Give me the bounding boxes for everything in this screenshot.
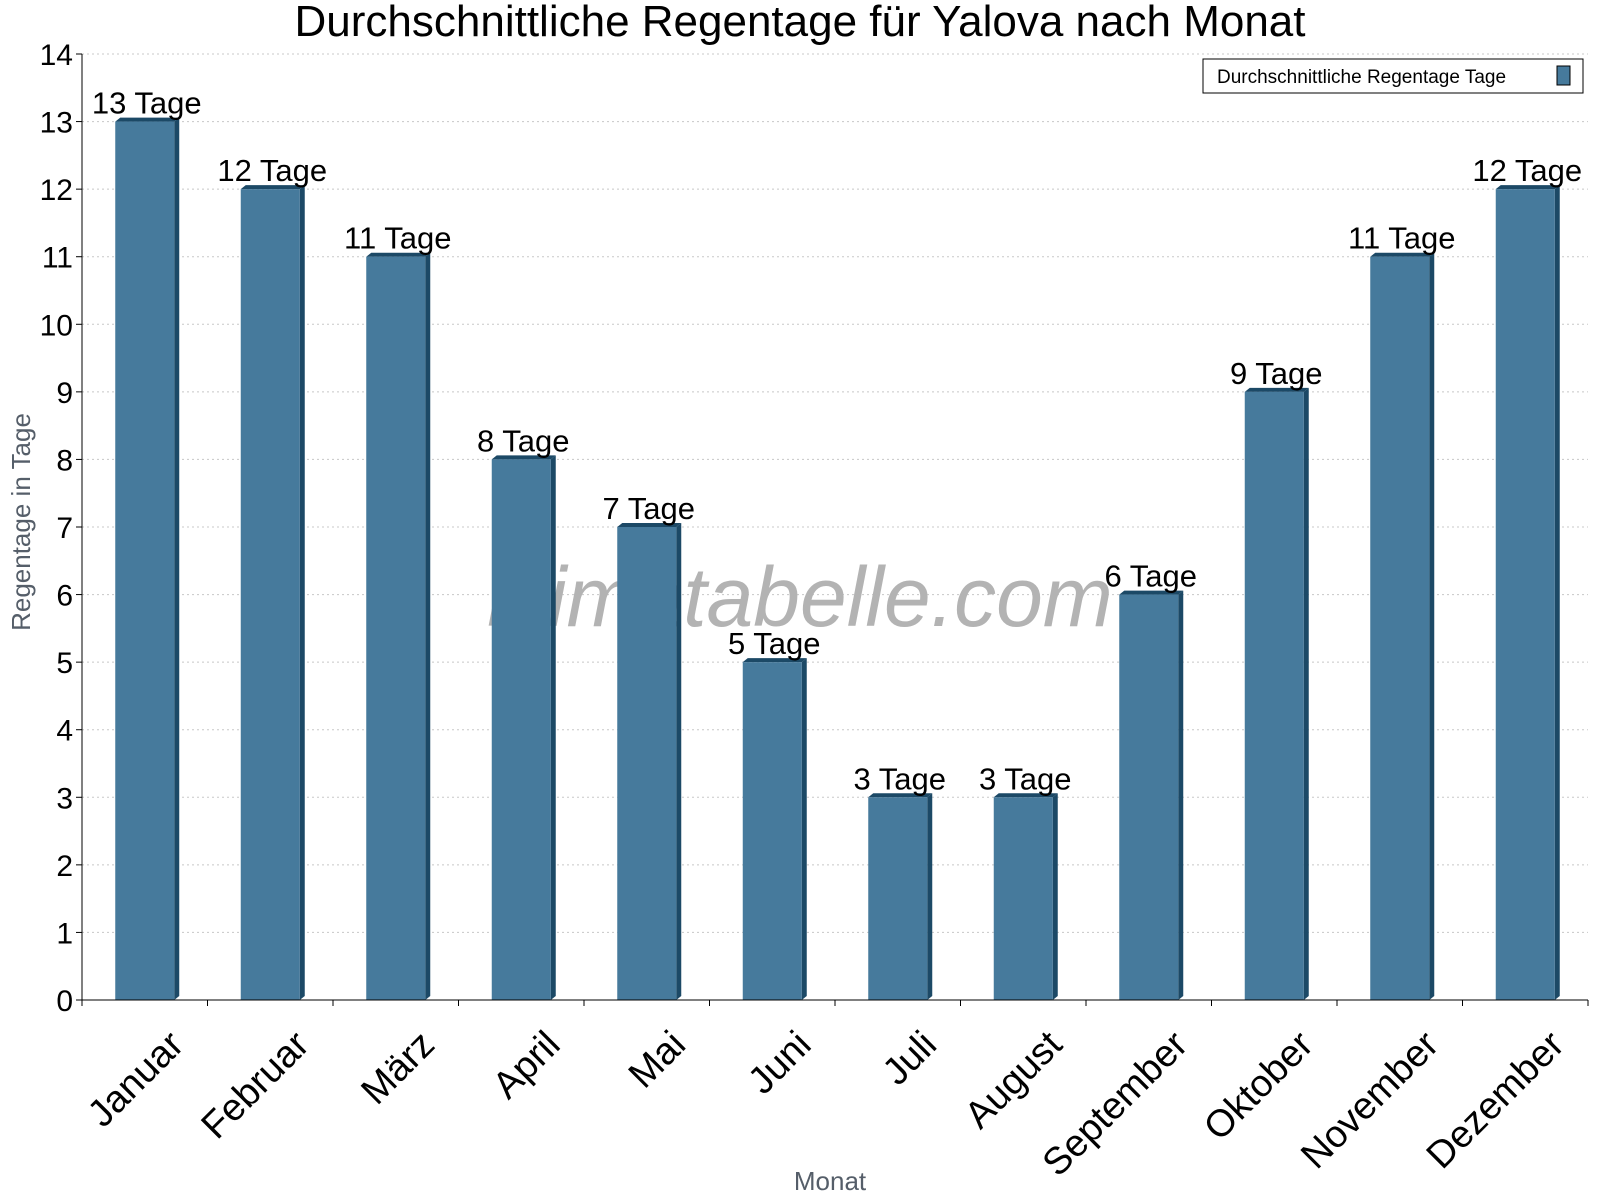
legend: Durchschnittliche Regentage Tage <box>1202 58 1584 94</box>
bar-top <box>115 117 180 122</box>
x-tick-label: Juli <box>875 1024 945 1094</box>
y-tick-label: 3 <box>56 782 73 815</box>
y-tick-label: 5 <box>56 647 73 680</box>
y-tick-label: 13 <box>40 107 73 140</box>
x-tick-label: Januar <box>80 1023 192 1135</box>
data-label: 7 Tage <box>602 491 695 526</box>
x-tick-label: März <box>354 1024 443 1113</box>
bar <box>115 121 175 1001</box>
bar-side <box>1052 793 1058 1000</box>
bar-side <box>550 455 556 1000</box>
y-tick-label: 2 <box>56 850 73 883</box>
legend-label: Durchschnittliche Regentage Tage <box>1217 67 1506 88</box>
x-tick-label: Juni <box>740 1024 819 1103</box>
bar <box>742 662 802 1000</box>
bar-top <box>1244 387 1309 392</box>
data-label: 5 Tage <box>728 626 821 661</box>
data-label: 12 Tage <box>217 153 327 188</box>
bar-top <box>1495 185 1560 190</box>
data-labels: 13 Tage 12 Tage 11 Tage 8 Tage 7 Tage 5 Tage 3… <box>92 86 1582 797</box>
bar <box>491 459 551 1000</box>
bar-top <box>240 185 305 190</box>
y-tick-label: 1 <box>56 917 73 950</box>
x-axis-title: Monat <box>794 1166 867 1196</box>
bar-top <box>868 793 933 798</box>
y-tick-label: 8 <box>56 444 73 477</box>
bar-side <box>299 185 305 1001</box>
y-tick-label: 7 <box>56 512 73 545</box>
data-label: 8 Tage <box>477 423 570 458</box>
bar <box>1119 594 1179 1000</box>
bar <box>868 797 928 1000</box>
data-label: 9 Tage <box>1230 356 1323 391</box>
bar-side <box>1178 590 1184 1000</box>
bar <box>993 797 1053 1000</box>
y-tick-label: 11 <box>42 242 73 275</box>
bar <box>1495 189 1555 1001</box>
bar <box>366 256 426 1000</box>
bar-top <box>617 523 682 527</box>
chart-title: Durchschnittliche Regentage für Yalova n… <box>295 0 1306 46</box>
y-tick-label: 12 <box>40 174 73 207</box>
bar <box>617 527 677 1000</box>
x-tick-label: Februar <box>194 1023 318 1147</box>
bar <box>1370 256 1430 1000</box>
bar-top <box>742 658 807 663</box>
data-label: 11 Tage <box>344 221 451 256</box>
bar-side <box>801 658 807 1000</box>
grid-lines <box>82 53 1588 933</box>
bar <box>1244 391 1304 1000</box>
legend-box <box>1202 58 1584 94</box>
data-label: 12 Tage <box>1472 153 1582 188</box>
data-label: 3 Tage <box>979 761 1072 796</box>
x-tick-label: Dezember <box>1419 1023 1573 1177</box>
bar-top <box>1119 590 1184 595</box>
y-tick-label: 0 <box>56 985 73 1018</box>
bar-side <box>1554 185 1560 1001</box>
bar-side <box>1303 387 1309 1000</box>
x-tick-label: Oktober <box>1196 1023 1322 1149</box>
bar <box>240 189 300 1001</box>
watermark-group: klimatabelle.com <box>487 550 1113 644</box>
y-tick-label: 6 <box>56 580 73 613</box>
x-tick-label: April <box>485 1024 568 1107</box>
watermark: klimatabelle.com <box>487 550 1113 644</box>
x-tick-label: August <box>957 1023 1071 1137</box>
bar-side <box>425 252 431 1000</box>
y-tick-label: 4 <box>56 715 73 748</box>
y-axis-title: Regentage in Tage <box>6 413 36 631</box>
x-tick-label: Mai <box>621 1024 694 1097</box>
y-tick-label: 9 <box>56 377 73 410</box>
bar-top <box>366 252 431 257</box>
legend-swatch <box>1556 65 1571 86</box>
y-tick-label: 14 <box>40 39 73 72</box>
bar-top <box>491 455 556 460</box>
bar-top <box>993 793 1058 798</box>
y-tick-label: 10 <box>40 309 73 342</box>
data-label: 3 Tage <box>853 761 946 796</box>
bar-side <box>676 523 682 1000</box>
bar-side <box>927 793 933 1000</box>
data-label: 11 Tage <box>1348 221 1455 256</box>
bar-side <box>1429 252 1435 1000</box>
bars <box>115 117 1560 1001</box>
bar-top <box>1370 252 1435 257</box>
data-label: 6 Tage <box>1104 559 1197 594</box>
data-label: 13 Tage <box>92 86 202 121</box>
bar-side <box>174 117 180 1001</box>
